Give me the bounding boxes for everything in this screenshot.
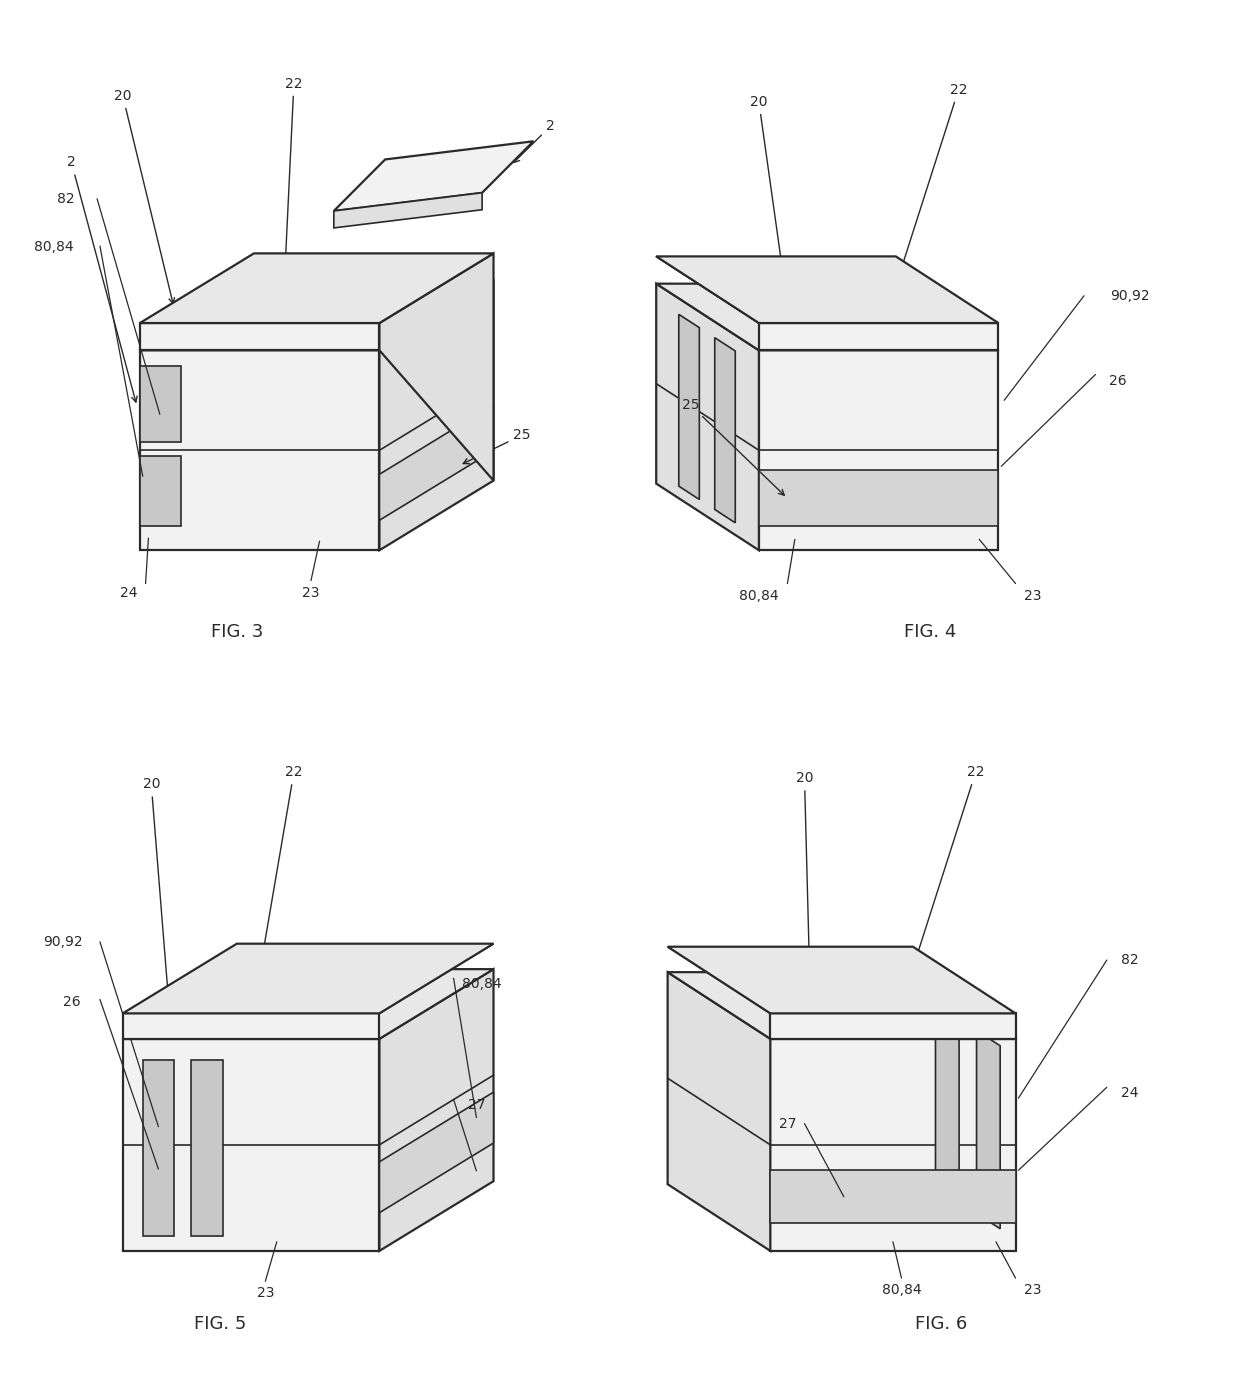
Text: FIG. 3: FIG. 3 [211, 622, 263, 642]
Polygon shape [123, 969, 494, 1038]
Polygon shape [379, 943, 494, 1013]
Polygon shape [770, 1038, 1016, 1250]
Text: 82: 82 [57, 191, 74, 205]
Polygon shape [379, 253, 494, 481]
Text: 26: 26 [62, 996, 81, 1009]
Polygon shape [714, 337, 735, 523]
Polygon shape [656, 284, 759, 551]
Text: 80,84: 80,84 [739, 589, 779, 603]
Text: 80,84: 80,84 [463, 978, 502, 991]
Polygon shape [759, 350, 998, 551]
Polygon shape [143, 1060, 174, 1235]
Polygon shape [123, 1013, 379, 1038]
Text: 23: 23 [1024, 1283, 1042, 1297]
Text: 22: 22 [905, 766, 985, 989]
Polygon shape [678, 314, 699, 500]
Text: 23: 23 [303, 585, 320, 599]
Text: 20: 20 [750, 95, 789, 300]
Text: 25: 25 [464, 428, 531, 464]
Polygon shape [759, 324, 998, 350]
Text: 26: 26 [1110, 373, 1127, 387]
Text: 90,92: 90,92 [43, 935, 83, 949]
Text: 27: 27 [467, 1099, 485, 1113]
Polygon shape [656, 256, 998, 324]
Text: 24: 24 [120, 585, 138, 599]
Text: FIG. 4: FIG. 4 [904, 622, 956, 642]
Text: 22: 22 [281, 77, 303, 295]
Polygon shape [935, 1004, 959, 1202]
Text: 2: 2 [67, 156, 138, 402]
Text: 80,84: 80,84 [35, 241, 74, 255]
Polygon shape [191, 1060, 223, 1235]
Text: FIG. 5: FIG. 5 [193, 1315, 246, 1333]
Polygon shape [656, 256, 759, 324]
Polygon shape [123, 1038, 379, 1250]
Polygon shape [123, 943, 494, 1013]
Text: 20: 20 [143, 778, 170, 994]
Polygon shape [667, 947, 1016, 1013]
Polygon shape [140, 324, 379, 350]
Text: 27: 27 [779, 1117, 796, 1131]
Text: 24: 24 [1121, 1086, 1138, 1100]
Text: 22: 22 [255, 766, 303, 987]
Polygon shape [334, 142, 533, 211]
Text: 25: 25 [682, 398, 784, 496]
Polygon shape [379, 1092, 494, 1213]
Polygon shape [379, 405, 494, 521]
Polygon shape [667, 947, 770, 1013]
Text: 23: 23 [1024, 589, 1042, 603]
Polygon shape [334, 193, 482, 229]
Polygon shape [379, 969, 494, 1250]
Polygon shape [140, 456, 181, 526]
Polygon shape [977, 1030, 1001, 1228]
Polygon shape [140, 253, 494, 324]
Text: 80,84: 80,84 [882, 1283, 921, 1297]
Text: 20: 20 [114, 90, 175, 304]
Polygon shape [667, 972, 770, 1250]
Polygon shape [759, 471, 998, 526]
Text: 82: 82 [1121, 953, 1138, 967]
Polygon shape [656, 284, 998, 350]
Polygon shape [770, 1013, 1016, 1038]
Polygon shape [770, 1170, 1016, 1223]
Text: 2: 2 [513, 120, 556, 162]
Text: 90,92: 90,92 [1110, 289, 1149, 303]
Polygon shape [140, 281, 494, 350]
Polygon shape [379, 281, 494, 551]
Text: FIG. 6: FIG. 6 [915, 1315, 967, 1333]
Text: 23: 23 [257, 1286, 274, 1300]
Polygon shape [667, 972, 1016, 1038]
Text: 20: 20 [796, 771, 813, 991]
Polygon shape [140, 350, 379, 551]
Polygon shape [140, 366, 181, 442]
Text: 22: 22 [892, 83, 967, 297]
